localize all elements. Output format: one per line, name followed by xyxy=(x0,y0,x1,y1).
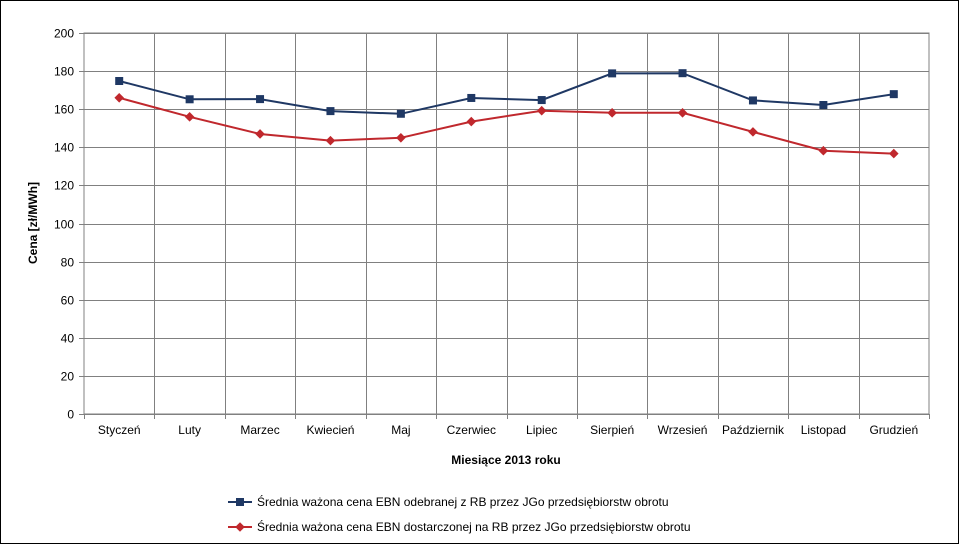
x-tick-label: Maj xyxy=(391,423,410,437)
data-point-1 xyxy=(678,69,687,78)
data-point-1 xyxy=(396,109,405,118)
y-tick-label: 80 xyxy=(61,256,75,270)
data-point-1 xyxy=(608,69,617,78)
series-line-1 xyxy=(118,72,894,115)
data-point-2 xyxy=(677,108,688,118)
x-tick-label: Wrzesień xyxy=(658,423,708,437)
y-tick-label: 120 xyxy=(54,179,74,193)
plot-area-border xyxy=(83,32,930,415)
x-tick-label: Listopad xyxy=(801,423,846,437)
data-point-2 xyxy=(325,135,336,146)
data-point-1 xyxy=(185,95,194,104)
legend-label-1: Średnia ważona cena EBN odebranej z RB p… xyxy=(257,494,669,509)
x-tick-label: Grudzień xyxy=(869,423,918,437)
data-point-1 xyxy=(889,90,898,99)
data-point-2 xyxy=(748,127,758,137)
legend-marker-1 xyxy=(236,498,244,506)
data-point-2 xyxy=(255,129,265,139)
legend-marker-2 xyxy=(235,522,245,532)
y-axis-ticks: 0 20 40 60 80 100 120 140 160 180 200 xyxy=(54,27,84,422)
y-tick-label: 100 xyxy=(54,218,74,232)
data-point-1 xyxy=(819,101,828,110)
data-point-2 xyxy=(536,105,547,116)
legend-label-2: Średnia ważona cena EBN dostarczonej na … xyxy=(257,519,691,534)
x-tick-label: Sierpień xyxy=(590,423,634,437)
x-tick-label: Lipiec xyxy=(526,423,557,437)
x-tick-label: Styczeń xyxy=(98,423,141,437)
data-point-1 xyxy=(256,95,265,104)
legend: Średnia ważona cena EBN odebranej z RB p… xyxy=(228,494,691,534)
data-point-1 xyxy=(115,77,124,86)
data-point-2 xyxy=(888,148,899,159)
y-tick-label: 40 xyxy=(61,332,75,346)
y-tick-label: 0 xyxy=(67,408,74,422)
y-axis-title: Cena [zł/MWh] xyxy=(26,182,40,264)
data-point-2 xyxy=(114,92,125,103)
data-point-2 xyxy=(184,112,195,122)
x-tick-label: Kwiecień xyxy=(306,423,354,437)
series-layer xyxy=(114,69,899,159)
x-tick-label: Marzec xyxy=(240,423,279,437)
y-tick-label: 200 xyxy=(54,27,74,41)
data-point-2 xyxy=(607,108,617,118)
y-tick-label: 180 xyxy=(54,65,74,79)
data-point-1 xyxy=(537,96,546,105)
x-tick-label: Luty xyxy=(178,423,201,437)
grid xyxy=(84,33,929,415)
y-tick-label: 160 xyxy=(54,103,74,117)
data-point-1 xyxy=(748,96,757,105)
data-point-2 xyxy=(396,132,406,143)
data-point-2 xyxy=(466,116,477,127)
x-tick-label: Październik xyxy=(722,423,785,437)
x-axis-title: Miesiące 2013 roku xyxy=(451,453,560,467)
y-tick-label: 20 xyxy=(61,370,75,384)
data-point-2 xyxy=(818,145,829,156)
x-axis-ticks: Styczeń Luty Marzec Kwiecień Maj Czerwiec Lipi… xyxy=(84,414,930,437)
data-point-1 xyxy=(326,107,335,116)
y-tick-label: 140 xyxy=(54,141,74,155)
x-tick-label: Czerwiec xyxy=(447,423,496,437)
y-tick-label: 60 xyxy=(61,294,75,308)
series-line-2 xyxy=(118,96,894,155)
data-point-1 xyxy=(467,93,476,102)
